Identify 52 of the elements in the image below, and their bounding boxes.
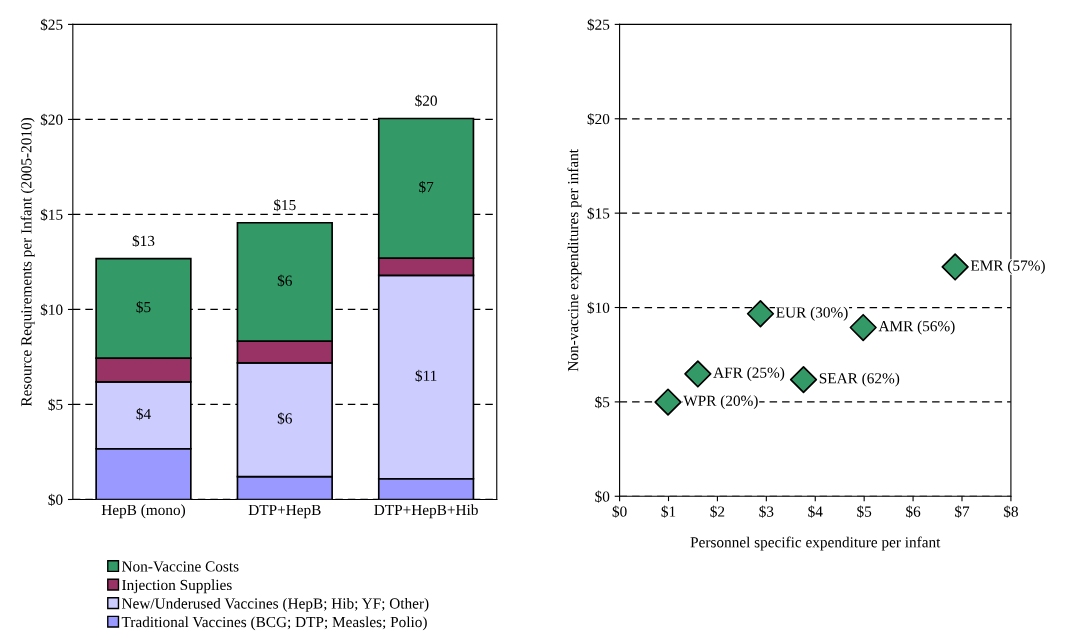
y-tick-label: $15 bbox=[587, 207, 610, 220]
x-tick-label: DTP+HepB+Hib bbox=[374, 504, 478, 519]
total-label: $20 bbox=[415, 94, 437, 107]
y-tick-label: $5 bbox=[48, 398, 63, 411]
x-tick-label: $8 bbox=[1003, 505, 1018, 518]
y-tick-label: $20 bbox=[587, 113, 610, 126]
data-label: $4 bbox=[136, 407, 151, 421]
y-tick-label: $10 bbox=[40, 303, 63, 316]
annotation: EMR (57%) bbox=[970, 260, 1045, 274]
x-tick-label: $4 bbox=[808, 505, 823, 518]
x-tick-label: DTP+HepB bbox=[248, 504, 321, 519]
y-tick-label: $5 bbox=[595, 396, 610, 409]
point bbox=[654, 388, 682, 416]
annotation: AFR (25%) bbox=[713, 367, 785, 381]
point bbox=[941, 253, 969, 281]
point bbox=[849, 313, 877, 342]
annotation: WPR (20%) bbox=[683, 395, 758, 410]
total-label: $13 bbox=[132, 234, 155, 248]
x-tick-label: HepB (mono) bbox=[101, 504, 186, 519]
point bbox=[746, 300, 775, 328]
data-label: $6 bbox=[277, 274, 292, 287]
y-tick-label: $15 bbox=[40, 208, 63, 221]
total-label: $15 bbox=[273, 198, 296, 212]
annotation: EUR (30%) bbox=[776, 306, 848, 321]
point bbox=[684, 360, 712, 388]
y-tick-label: $25 bbox=[40, 18, 63, 31]
point bbox=[789, 365, 818, 394]
y-tick-label: $25 bbox=[587, 18, 610, 31]
x-tick-label: $6 bbox=[906, 505, 921, 518]
annotation: SEAR (62%) bbox=[819, 372, 900, 387]
legend-label: Injection Supplies bbox=[122, 579, 232, 594]
data-label: $7 bbox=[419, 180, 434, 194]
y-tick-label: $0 bbox=[48, 493, 63, 506]
x-axis-title: Personnel specific expenditure per infant bbox=[690, 536, 941, 551]
data-label: $11 bbox=[415, 369, 437, 382]
x-tick-label: $3 bbox=[759, 505, 774, 518]
x-tick-label: $0 bbox=[612, 505, 627, 518]
x-tick-label: $1 bbox=[661, 505, 676, 518]
data-label: $6 bbox=[277, 412, 292, 425]
data-label: $5 bbox=[136, 301, 151, 314]
y-tick-label: $20 bbox=[40, 113, 63, 126]
x-tick-label: $5 bbox=[857, 505, 872, 518]
annotation: AMR (56%) bbox=[878, 320, 955, 335]
x-tick-label: $2 bbox=[710, 505, 725, 518]
y-tick-label: $10 bbox=[587, 301, 610, 314]
legend-label: Non-Vaccine Costs bbox=[121, 561, 239, 572]
x-tick-label: $7 bbox=[955, 505, 970, 518]
y-tick-label: $0 bbox=[595, 490, 610, 503]
y-axis-title: Resource Requirements per Infant (2005-2010) bbox=[20, 117, 35, 407]
legend-label: New/Underused Vaccines (HepB; Hib; YF; Other) bbox=[121, 597, 429, 612]
y-axis-title: Non-vaccine expenditures per infant bbox=[567, 149, 582, 372]
legend-label: Traditional Vaccines (BCG; DTP; Measles; Polio) bbox=[121, 616, 427, 631]
